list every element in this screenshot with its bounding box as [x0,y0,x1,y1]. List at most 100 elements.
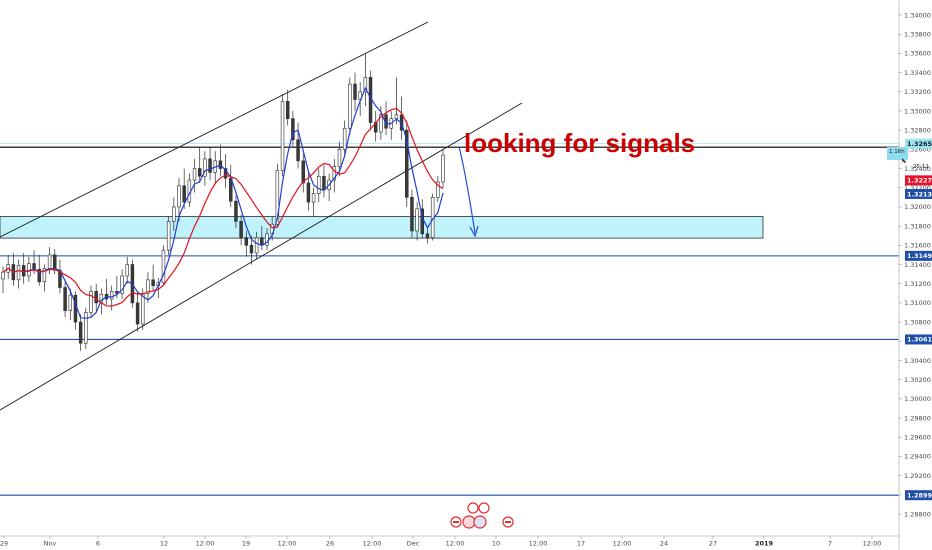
price-tick-label: 1.31000 [904,299,931,307]
candle-up [125,264,129,277]
event-flag-icon[interactable] [467,502,479,514]
horizontal-levels [0,143,899,496]
time-axis[interactable]: 29 Nov 6 12 12:00 19 12:00 26 12:00 Dec 12:00 10 12:… [0,535,899,548]
price-tick-label: 1.31600 [904,242,931,250]
countdown-cursor-icon [902,158,906,164]
candle-down [425,233,430,238]
candle-down [94,291,98,304]
price-axis-background [899,0,932,550]
candle-up [275,170,280,225]
countdown-label-text: 1.16h [889,149,905,155]
event-flag-icon[interactable] [478,502,490,514]
trend-channel [0,21,523,411]
candle-up [161,249,166,284]
candle-down [239,221,243,238]
candle-down [115,291,119,294]
candle-up [172,206,176,222]
candle-down [285,101,290,119]
time-tick-label: 12:00 [863,540,882,548]
candle-up [348,83,352,129]
candle-down [78,321,83,344]
candle-up [1,271,5,280]
event-icons[interactable] [450,502,514,529]
candle-down [296,139,300,162]
price-tick-label: 1.30200 [904,376,931,384]
economic-event-icon-group[interactable] [450,502,514,529]
price-label-box [905,334,932,345]
event-flag-icon[interactable] [462,515,476,529]
time-tick-label: 17 [577,540,585,548]
event-flag-stripe [505,521,511,523]
countdown-label-sub: 25:11 [913,164,929,170]
time-tick-label: Dec [407,540,420,548]
price-tick-label: 1.31200 [904,280,931,288]
candle-up [141,292,145,325]
annotation-text: looking for signals [464,128,695,158]
candle-down [405,129,409,198]
candle-up [192,168,197,181]
price-tick-label: 1.33200 [904,88,931,96]
candle-down [135,302,140,325]
candle-up [332,166,337,181]
candle-up [441,154,445,183]
forecast-arrow-path [458,146,476,234]
price-axis[interactable]: 1.34000 1.33800 1.33600 1.33400 1.33200 1.330… [887,0,932,550]
countdown-label-box [887,147,908,160]
candle-down [322,175,326,190]
candle-down [244,237,249,246]
price-label-text: 1.31490 [907,252,932,260]
time-tick-label: 26 [326,540,334,548]
moving-average-red [2,107,444,307]
time-axis-ticks: 29 Nov 6 12 12:00 19 12:00 26 12:00 Dec 12:00 10 12:… [0,536,881,548]
price-tick-label: 1.34000 [904,11,931,19]
candle-up [394,114,399,119]
price-tick-label: 1.32400 [904,165,931,173]
candle-down [37,268,41,283]
candle-up [16,265,21,281]
time-tick-label: 12:00 [196,540,215,548]
candle-up [84,312,88,344]
candle-up [254,237,259,254]
time-tick-label: 19 [242,540,250,548]
price-tick-label: 1.33000 [904,107,931,115]
price-label-box [905,250,932,261]
candle-down [301,160,305,184]
time-tick-label: 12:00 [278,540,297,548]
price-labels: 1.31490 1.30619 1.28996 1.32659 1.32277 1.321… [905,138,932,501]
price-label-text: 1.32135 [907,190,932,198]
time-tick-label: 12:00 [613,540,632,548]
moving-average-blue [2,86,444,319]
price-tick-label: 1.33600 [904,50,931,58]
price-label-box [905,175,932,186]
price-label-text: 1.28996 [907,491,932,499]
candle-up [146,279,150,294]
candle-down [197,168,202,177]
candle-up [415,208,419,232]
time-tick-label: 27 [709,540,717,548]
candle-down [208,158,212,173]
candle-up [436,181,440,198]
price-tick-label: 1.31800 [904,222,931,230]
price-tick-label: 1.30800 [904,318,931,326]
forecast-arrow-head [469,225,479,238]
candle-up [363,77,368,93]
price-axis-ticks: 1.34000 1.33800 1.33600 1.33400 1.33200 1.330… [899,11,931,518]
price-tick-label: 1.29200 [904,472,931,480]
candle-up [342,127,347,150]
event-flag-icon[interactable] [473,515,487,529]
price-tick-label: 1.32000 [904,203,931,211]
candle-up [89,291,93,313]
time-tick-label: Nov [44,540,57,548]
time-tick-label: 2019 [755,540,774,548]
candle-up [177,185,181,208]
price-tick-label: 1.29400 [904,453,931,461]
candle-up [42,268,47,283]
price-label-box [905,138,932,149]
candle-down [73,294,78,323]
candle-down [63,287,67,311]
candle-down [223,168,228,179]
candle-up [337,149,342,167]
candle-down [410,197,414,232]
